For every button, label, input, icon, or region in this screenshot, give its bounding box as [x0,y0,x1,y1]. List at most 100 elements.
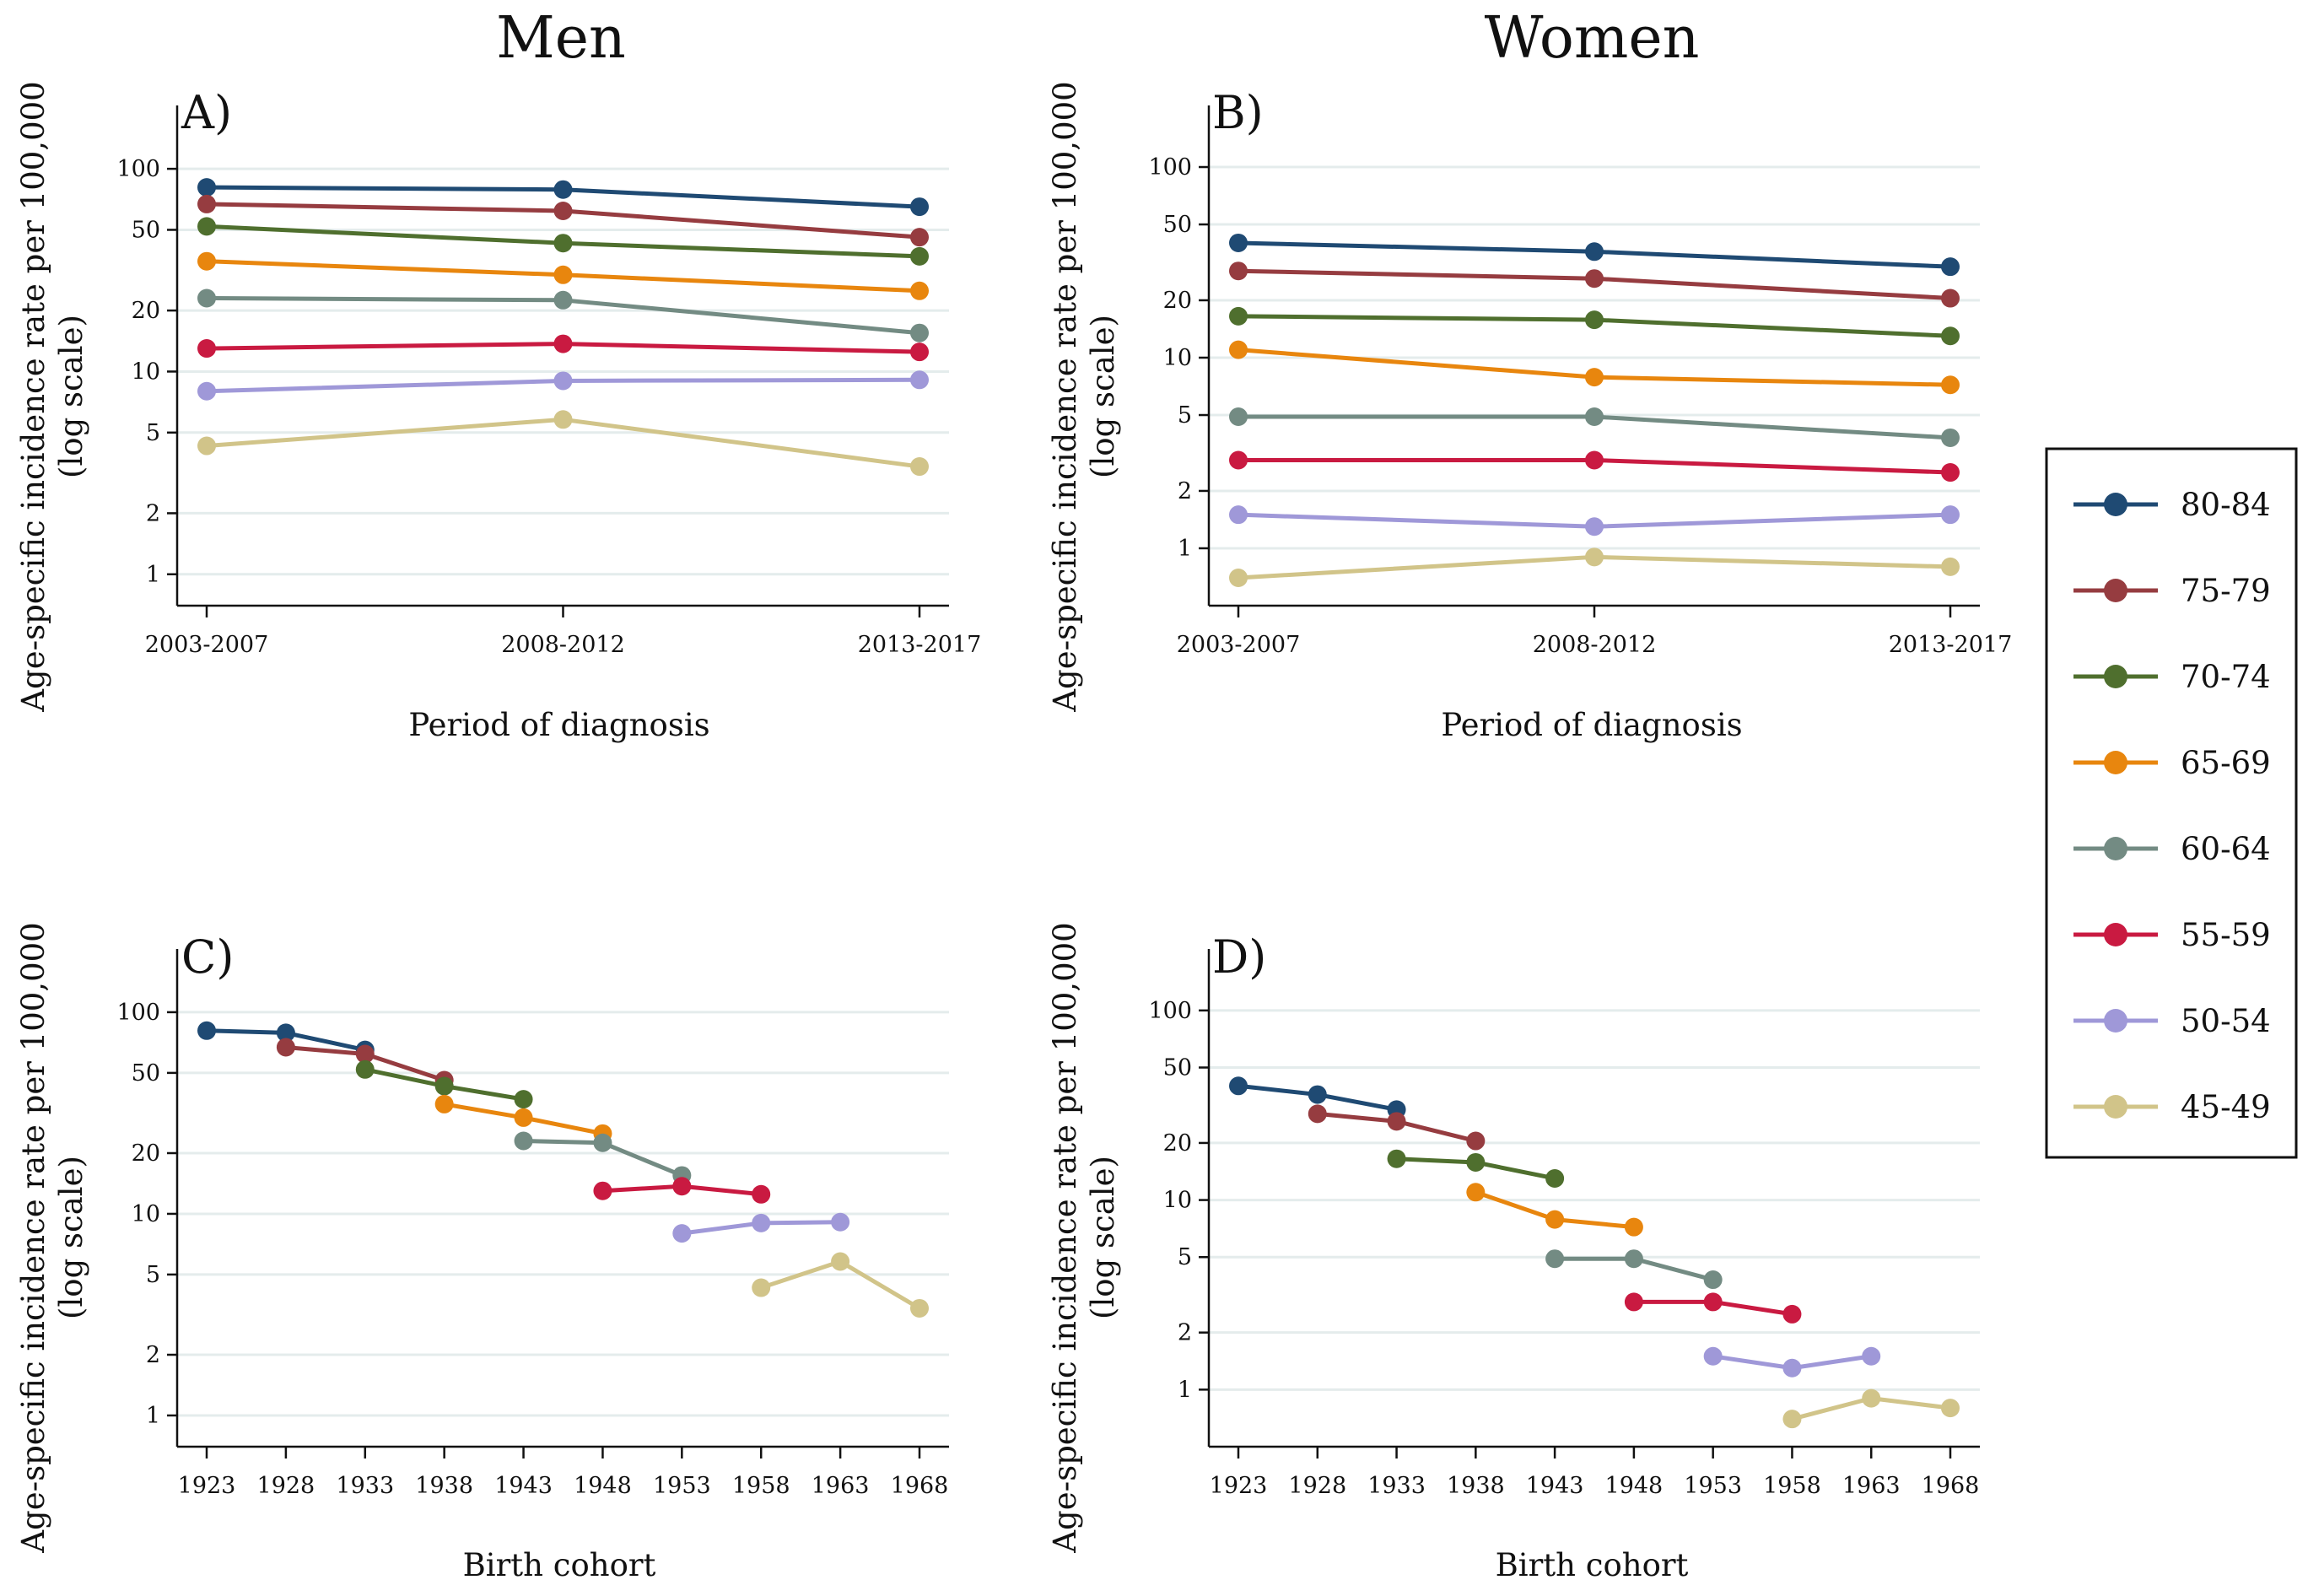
data-point-60-64 [1703,1270,1723,1290]
data-point-75-79 [1229,262,1248,281]
data-point-50-54 [1585,517,1604,536]
panel-label-c: C) [181,930,234,984]
data-point-80-84 [553,180,573,199]
data-point-60-64 [553,290,573,310]
panel-label-d: D) [1212,930,1266,984]
data-point-80-84 [1229,1076,1248,1096]
data-point-65-69 [1585,368,1604,387]
data-point-60-64 [1585,407,1604,427]
y-tick-label: 20 [1163,1130,1192,1157]
data-point-70-74 [197,217,216,236]
x-axis-label: Period of diagnosis [1441,707,1742,743]
data-point-60-64 [910,323,929,342]
data-point-60-64 [1545,1249,1565,1269]
legend-label: 60-64 [2181,831,2271,867]
y-tick-label: 1 [1178,536,1192,562]
data-point-45-49 [1941,557,1960,576]
data-point-75-79 [355,1044,375,1064]
y-tick-label: 50 [132,1060,160,1086]
data-point-80-84 [910,197,929,217]
y-tick-label: 10 [132,1201,160,1227]
data-point-50-54 [1782,1358,1802,1378]
legend-marker-75-79 [2104,579,2127,602]
data-point-45-49 [1941,1399,1960,1418]
data-point-70-74 [910,246,929,266]
data-point-80-84 [1308,1085,1327,1104]
data-point-55-59 [1624,1292,1643,1312]
y-tick-label: 100 [116,156,160,182]
data-point-55-59 [1782,1304,1802,1324]
data-point-70-74 [434,1076,454,1096]
x-tick-label: 1968 [891,1473,949,1499]
data-point-80-84 [276,1023,295,1043]
data-point-70-74 [355,1060,375,1079]
data-point-55-59 [1585,450,1604,470]
data-point-45-49 [910,1298,929,1318]
y-tick-label: 10 [132,359,160,385]
x-tick-label: 1948 [574,1473,632,1499]
y-tick-label: 50 [1163,1054,1192,1081]
y-axis-label-sub: (log scale) [53,315,89,478]
y-tick-label: 10 [1163,1188,1192,1214]
y-tick-label: 2 [1178,1320,1192,1346]
data-point-75-79 [910,228,929,247]
data-point-80-84 [197,178,216,197]
column-title-women: Women [1485,5,1700,72]
data-point-80-84 [1585,242,1604,262]
data-point-80-84 [1941,257,1960,277]
data-point-45-49 [1862,1388,1881,1408]
data-point-60-64 [1624,1249,1643,1269]
x-tick-label: 1933 [336,1473,394,1499]
y-tick-label: 100 [1148,998,1192,1024]
x-tick-label: 1958 [1763,1473,1821,1499]
y-axis-label: Age-specific incidence rate per 100,000 [15,922,51,1553]
data-point-80-84 [197,1021,216,1040]
y-tick-label: 2 [146,1342,160,1368]
data-point-60-64 [1941,428,1960,447]
data-point-70-74 [1387,1149,1406,1168]
panel-c: C) Age-specific incidence rate per 100,0… [15,922,949,1583]
data-point-75-79 [1585,269,1604,288]
data-point-50-54 [752,1213,771,1232]
data-point-75-79 [553,202,573,221]
panel-label-a: A) [181,86,232,139]
legend: 80-84 75-79 70-74 65-69 60-64 55-59 50-54 45-49 [2045,447,2298,1159]
data-point-65-69 [1545,1210,1565,1229]
y-tick-label: 1 [146,1403,160,1429]
y-tick-label: 50 [132,217,160,243]
x-axis-label: Birth cohort [463,1547,656,1583]
legend-label: 80-84 [2181,487,2271,523]
data-point-45-49 [752,1278,771,1297]
x-tick-label: 1928 [1288,1473,1346,1499]
data-point-55-59 [197,339,216,359]
data-point-75-79 [276,1038,295,1057]
plot-area-b: 1 2 5 10 20 50 100 2003-2007 2008-2012 2013-2017 [1148,105,2012,658]
x-tick-label: 1958 [732,1473,790,1499]
data-point-75-79 [1387,1112,1406,1131]
x-tick-label: 1943 [494,1473,553,1499]
panel-label-b: B) [1212,86,1264,139]
legend-frame [2045,447,2298,1159]
y-axis-label-sub: (log scale) [1085,1156,1121,1319]
data-point-45-49 [1782,1410,1802,1429]
data-point-70-74 [1466,1152,1486,1172]
y-axis-label: Age-specific incidence rate per 100,000 [1047,81,1083,712]
panel-d: D) Age-specific incidence rate per 100,0… [1047,922,1980,1583]
data-point-45-49 [197,436,216,456]
x-tick-label: 2013-2017 [1889,632,2013,658]
data-point-50-54 [1703,1346,1723,1366]
data-point-55-59 [553,334,573,353]
x-tick-label: 2003-2007 [145,632,269,658]
x-axis-label: Period of diagnosis [408,707,709,743]
x-tick-label: 1928 [257,1473,315,1499]
data-point-70-74 [514,1090,533,1109]
data-point-45-49 [831,1252,850,1271]
legend-label: 75-79 [2181,573,2271,609]
legend-marker-70-74 [2104,665,2127,688]
data-point-75-79 [1308,1104,1327,1124]
data-point-65-69 [1466,1183,1486,1202]
y-tick-label: 2 [146,500,160,526]
data-point-55-59 [1229,450,1248,470]
x-tick-label: 1933 [1367,1473,1426,1499]
